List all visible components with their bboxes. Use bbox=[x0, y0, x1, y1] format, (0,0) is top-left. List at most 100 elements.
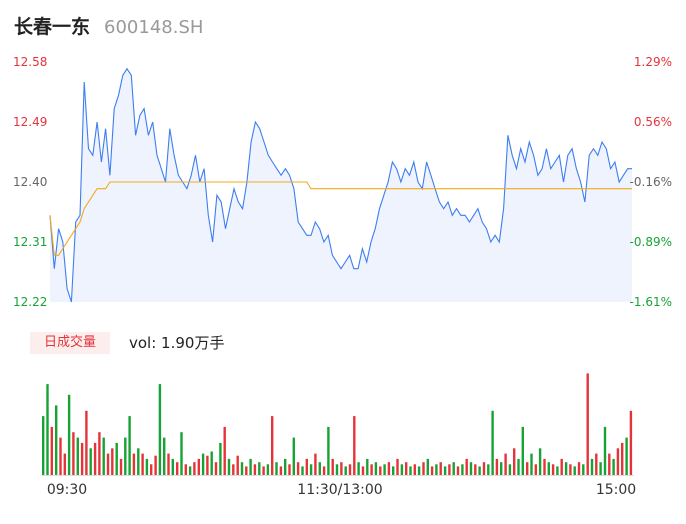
volume-bar bbox=[392, 466, 395, 475]
y-tick-right: 1.29% bbox=[634, 55, 672, 69]
volume-bar bbox=[128, 416, 131, 475]
volume-bar bbox=[556, 466, 559, 475]
volume-bar bbox=[171, 458, 174, 475]
volume-bar bbox=[500, 462, 503, 475]
volume-bar bbox=[106, 453, 110, 475]
volume-bar bbox=[331, 458, 334, 475]
title-bar: 长春一东 600148.SH bbox=[14, 12, 203, 40]
volume-bar bbox=[180, 432, 183, 475]
volume-bar bbox=[184, 464, 187, 475]
price-area-fill bbox=[50, 68, 632, 302]
volume-bar bbox=[344, 466, 347, 475]
volume-bar bbox=[98, 432, 101, 475]
volume-bar bbox=[80, 442, 84, 475]
volume-bar bbox=[599, 462, 602, 475]
volume-bar bbox=[305, 458, 308, 475]
volume-bar bbox=[301, 466, 304, 475]
volume-bar bbox=[76, 437, 79, 475]
volume-bar bbox=[72, 432, 75, 475]
volume-readout: vol: 1.90万手 bbox=[129, 334, 225, 352]
volume-bar bbox=[46, 384, 49, 476]
volume-bar bbox=[348, 464, 352, 475]
volume-bar bbox=[495, 458, 499, 475]
volume-bar bbox=[513, 448, 516, 476]
volume-bar bbox=[405, 462, 408, 475]
volume-bar bbox=[93, 442, 97, 475]
volume-bar bbox=[586, 373, 589, 475]
volume-bar bbox=[400, 464, 404, 475]
volume-bar bbox=[508, 464, 512, 475]
volume-bar bbox=[417, 466, 421, 475]
volume-bar bbox=[379, 466, 382, 475]
volume-bar bbox=[374, 462, 378, 475]
volume-bar bbox=[612, 458, 615, 475]
volume-bar bbox=[629, 410, 633, 475]
volume-bar bbox=[526, 462, 529, 475]
volume-bar bbox=[409, 466, 412, 475]
volume-bar bbox=[564, 462, 568, 475]
volume-bar bbox=[366, 458, 369, 475]
volume-bar bbox=[422, 462, 425, 475]
volume-bar bbox=[42, 416, 45, 475]
volume-bar bbox=[443, 466, 447, 475]
volume-bar bbox=[534, 464, 537, 475]
x-tick-label: 15:00 bbox=[596, 482, 636, 498]
volume-bar bbox=[292, 437, 295, 475]
volume-bar bbox=[621, 442, 624, 475]
volume-bar bbox=[452, 462, 455, 475]
volume-bar bbox=[266, 464, 270, 475]
volume-bar bbox=[163, 437, 166, 475]
volume-bar bbox=[361, 466, 365, 475]
volume-bar bbox=[573, 466, 576, 475]
volume-bar bbox=[145, 458, 149, 475]
volume-bar bbox=[357, 462, 360, 475]
volume-bar bbox=[465, 458, 468, 475]
volume-bar bbox=[560, 458, 563, 475]
volume-bar bbox=[284, 458, 287, 475]
volume-bar bbox=[89, 448, 92, 476]
volume-bar bbox=[271, 416, 274, 475]
volume-bar bbox=[124, 437, 127, 475]
volume-bar bbox=[201, 453, 205, 475]
volume-bar bbox=[314, 453, 317, 475]
volume-bar bbox=[193, 462, 196, 475]
y-tick-left: 12.49 bbox=[13, 115, 47, 129]
y-tick-right: 0.56% bbox=[634, 115, 672, 129]
price-line bbox=[49, 67, 632, 303]
volume-bar bbox=[353, 416, 356, 475]
volume-bar bbox=[240, 462, 244, 475]
volume-bar bbox=[547, 462, 550, 475]
volume-bar bbox=[318, 462, 321, 475]
volume-bar bbox=[538, 448, 542, 476]
y-tick-left: 12.31 bbox=[13, 235, 47, 249]
volume-bar bbox=[435, 464, 438, 475]
y-tick-left: 12.58 bbox=[13, 55, 47, 69]
volume-bar bbox=[188, 466, 192, 475]
volume-period-badge[interactable]: 日成交量 bbox=[30, 332, 110, 354]
volume-bar bbox=[245, 466, 248, 475]
volume-bar bbox=[253, 464, 257, 475]
volume-bar bbox=[85, 410, 88, 475]
volume-bar bbox=[249, 458, 252, 475]
volume-bar bbox=[530, 453, 533, 475]
volume-bar bbox=[430, 466, 434, 475]
volume-bar bbox=[275, 462, 278, 475]
volume-bar bbox=[137, 448, 140, 476]
volume-bar bbox=[158, 384, 162, 476]
volume-bar bbox=[448, 464, 451, 475]
volume-bar bbox=[176, 462, 179, 475]
volume-bar bbox=[487, 464, 490, 475]
volume-bar bbox=[55, 405, 58, 475]
volume-bar bbox=[603, 426, 607, 475]
volume-bar bbox=[521, 426, 524, 475]
volume-bar bbox=[482, 462, 486, 475]
volume-bar bbox=[50, 426, 53, 475]
volume-bar bbox=[262, 466, 265, 475]
volume-bar bbox=[569, 464, 572, 475]
y-tick-left: 12.22 bbox=[13, 295, 47, 309]
volume-bar bbox=[413, 464, 416, 475]
volume-bar bbox=[625, 437, 628, 475]
volume-bar bbox=[206, 455, 209, 475]
volume-bar bbox=[167, 453, 170, 475]
